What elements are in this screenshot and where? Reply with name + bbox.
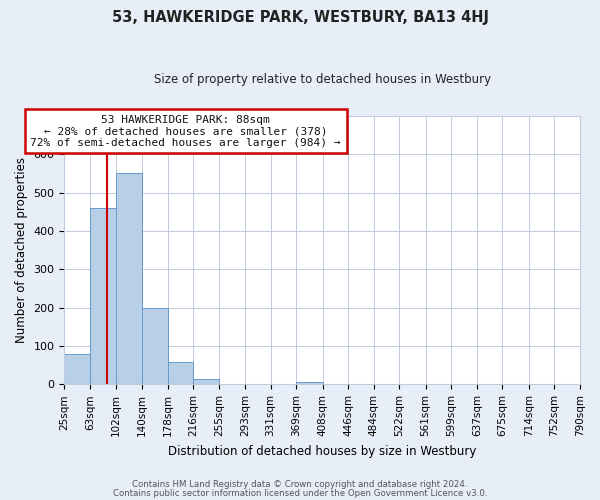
Bar [142,308,167,384]
Bar [296,382,323,384]
Text: Contains public sector information licensed under the Open Government Licence v3: Contains public sector information licen… [113,490,487,498]
Text: Contains HM Land Registry data © Crown copyright and database right 2024.: Contains HM Land Registry data © Crown c… [132,480,468,489]
Bar [116,174,142,384]
Bar [64,354,90,384]
Title: Size of property relative to detached houses in Westbury: Size of property relative to detached ho… [154,72,491,86]
Bar [193,380,220,384]
Text: 53 HAWKERIDGE PARK: 88sqm
← 28% of detached houses are smaller (378)
72% of semi: 53 HAWKERIDGE PARK: 88sqm ← 28% of detac… [31,114,341,148]
Text: 53, HAWKERIDGE PARK, WESTBURY, BA13 4HJ: 53, HAWKERIDGE PARK, WESTBURY, BA13 4HJ [112,10,488,25]
Bar [167,362,193,384]
Y-axis label: Number of detached properties: Number of detached properties [15,157,28,343]
X-axis label: Distribution of detached houses by size in Westbury: Distribution of detached houses by size … [168,444,476,458]
Bar [90,208,116,384]
